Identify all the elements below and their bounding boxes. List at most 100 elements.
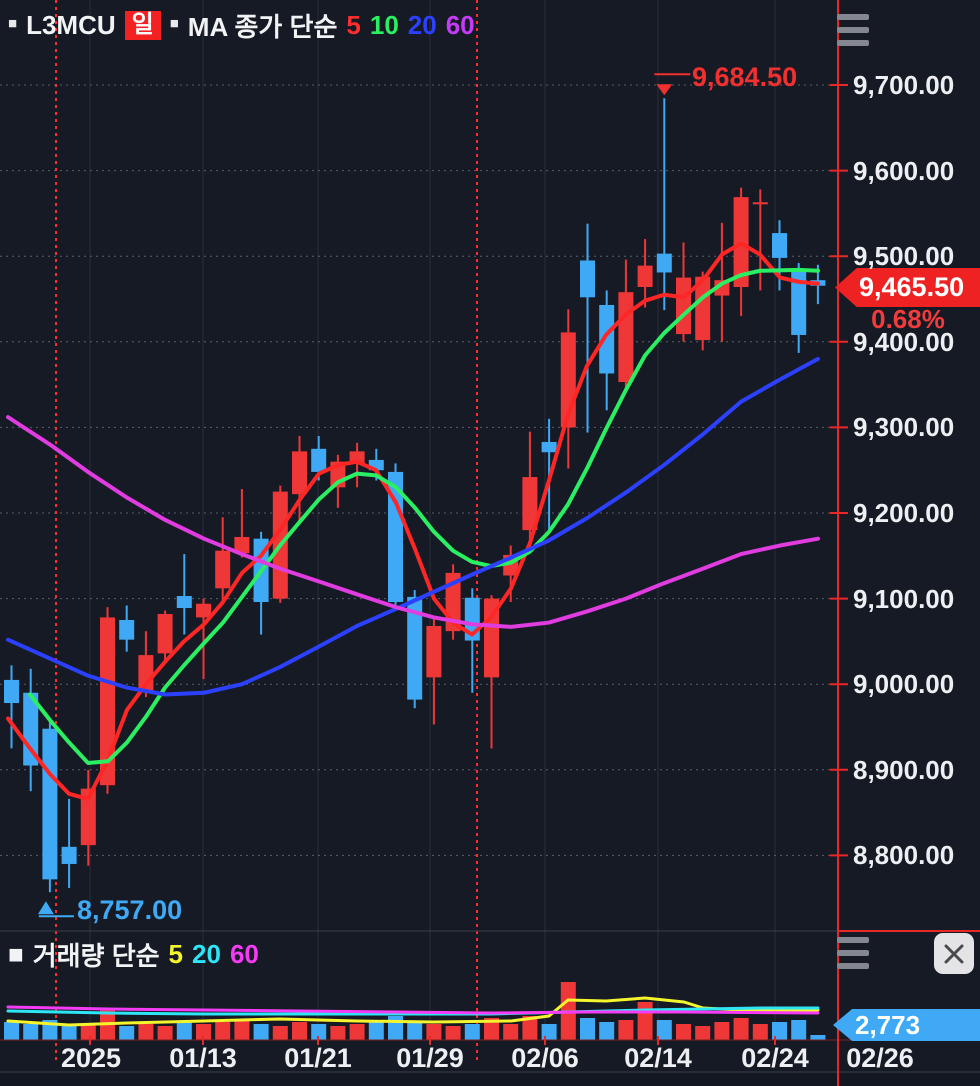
candle-body bbox=[791, 271, 807, 335]
volume-bar bbox=[157, 1026, 173, 1040]
candle-body bbox=[407, 596, 423, 700]
candle-body bbox=[4, 679, 19, 704]
candle-body bbox=[656, 253, 672, 273]
volume-ma-period-5: 5 bbox=[168, 939, 184, 969]
volume-bar bbox=[541, 1024, 557, 1040]
candle-body bbox=[618, 292, 634, 383]
candles bbox=[4, 98, 826, 893]
volume-bar bbox=[253, 1024, 269, 1040]
volume-bar bbox=[61, 1026, 77, 1040]
volume-bar bbox=[23, 1024, 39, 1040]
volume-bar bbox=[388, 1016, 403, 1040]
volume-bar bbox=[599, 1022, 615, 1040]
volume-bar bbox=[733, 1018, 749, 1040]
volume-bar bbox=[4, 1022, 19, 1040]
extreme-markers bbox=[37, 73, 691, 918]
candle-body bbox=[42, 728, 58, 880]
ma-study-label: MA 종가 단순 bbox=[187, 12, 338, 42]
candle-wick bbox=[356, 442, 359, 488]
candle-body bbox=[388, 471, 403, 603]
ma-period-5: 5 bbox=[346, 10, 361, 40]
candle-body bbox=[637, 265, 653, 288]
ma-period-10: 10 bbox=[369, 10, 399, 40]
candle-body bbox=[368, 459, 384, 471]
price-pane-menu-icon[interactable] bbox=[837, 14, 869, 53]
volume-bar bbox=[580, 1018, 595, 1040]
time-axis-label-01-13: 01/13 bbox=[169, 1043, 237, 1073]
volume-bar bbox=[752, 1024, 768, 1040]
close-volume-pane-button[interactable] bbox=[934, 933, 974, 974]
change-percent-label: 0.68% bbox=[871, 304, 945, 334]
price-axis-label-9700: 9,700.00 bbox=[853, 70, 955, 100]
candle-body bbox=[752, 202, 768, 205]
low-price-annotation: 8,757.00 bbox=[77, 895, 183, 925]
price-axis-label-9200: 9,200.00 bbox=[853, 498, 955, 528]
volume-bar bbox=[791, 1020, 807, 1040]
candle-wick bbox=[202, 598, 205, 680]
volume-bar bbox=[426, 1024, 442, 1040]
candle-body bbox=[80, 788, 96, 846]
ma-period-list: 5 10 20 60 bbox=[346, 10, 474, 41]
candle-wick bbox=[663, 98, 666, 311]
candle-body bbox=[176, 596, 192, 609]
candle-body bbox=[215, 550, 231, 589]
close-icon bbox=[944, 944, 964, 963]
price-axis-label-9100: 9,100.00 bbox=[853, 583, 955, 614]
low-marker-icon bbox=[37, 901, 54, 915]
ma-period-60: 60 bbox=[445, 10, 475, 40]
volume-bar bbox=[311, 1024, 327, 1040]
volume-bar bbox=[676, 1024, 691, 1040]
volume-bar bbox=[618, 1020, 634, 1040]
time-axis-label-02-26: 02/26 bbox=[846, 1043, 914, 1073]
volume-bar bbox=[330, 1026, 346, 1040]
volume-ma-period-60: 60 bbox=[229, 939, 259, 969]
symbol-label: L3MCU bbox=[26, 10, 116, 40]
candle-body bbox=[772, 233, 787, 258]
volume-bar bbox=[349, 1024, 365, 1040]
candle-body bbox=[61, 846, 77, 864]
volume-bar bbox=[772, 1022, 787, 1040]
candle-body bbox=[426, 625, 442, 678]
volume-ma-period-20: 20 bbox=[192, 939, 221, 969]
time-axis-label-02-14: 02/14 bbox=[624, 1043, 692, 1073]
volume-bar bbox=[445, 1026, 461, 1040]
ma-line-MA60 bbox=[6, 415, 820, 629]
candle-body bbox=[522, 477, 538, 531]
volume-bar bbox=[656, 1020, 672, 1040]
ma-line-MA10 bbox=[28, 267, 820, 765]
candle-wick bbox=[183, 554, 186, 635]
volume-bar bbox=[119, 1026, 135, 1040]
ma-line-MA5 bbox=[6, 241, 820, 801]
time-axis-label-2025: 2025 bbox=[60, 1043, 122, 1073]
price-axis-label-9600: 9,600.00 bbox=[853, 155, 955, 186]
volume-ma-line-VMA60 bbox=[6, 1005, 820, 1015]
vertical-gridlines bbox=[89, 0, 776, 1040]
candle-body bbox=[119, 620, 135, 640]
price-axis-label-9400: 9,400.00 bbox=[853, 326, 955, 357]
ma-lines bbox=[6, 241, 820, 801]
volume-bar bbox=[368, 1022, 384, 1040]
ma-line-MA20 bbox=[6, 356, 820, 697]
volume-study-label: 거래량 단순 bbox=[32, 941, 160, 971]
volume-bar bbox=[215, 1022, 231, 1040]
legend-bullet-icon: ■ bbox=[8, 939, 24, 969]
volume-bar bbox=[176, 1022, 192, 1040]
current-volume-badge: 2,773 bbox=[833, 1009, 980, 1041]
candle-body bbox=[541, 441, 557, 453]
legend-bullet-icon: ■ bbox=[8, 15, 18, 32]
volume-pane-menu-icon[interactable] bbox=[837, 937, 869, 976]
candle-body bbox=[100, 617, 115, 786]
timeframe-badge[interactable]: 일 bbox=[124, 11, 161, 40]
volume-bar bbox=[810, 1035, 826, 1040]
volume-bar bbox=[407, 1022, 423, 1040]
candle-wick bbox=[68, 798, 71, 888]
time-axis-label-02-24: 02/24 bbox=[741, 1043, 809, 1073]
candle-body bbox=[196, 603, 211, 618]
price-axis-label-8800: 8,800.00 bbox=[853, 840, 955, 871]
candle-body bbox=[292, 451, 307, 495]
time-axis-label-01-21: 01/21 bbox=[284, 1043, 352, 1073]
volume-bar bbox=[503, 1024, 519, 1040]
